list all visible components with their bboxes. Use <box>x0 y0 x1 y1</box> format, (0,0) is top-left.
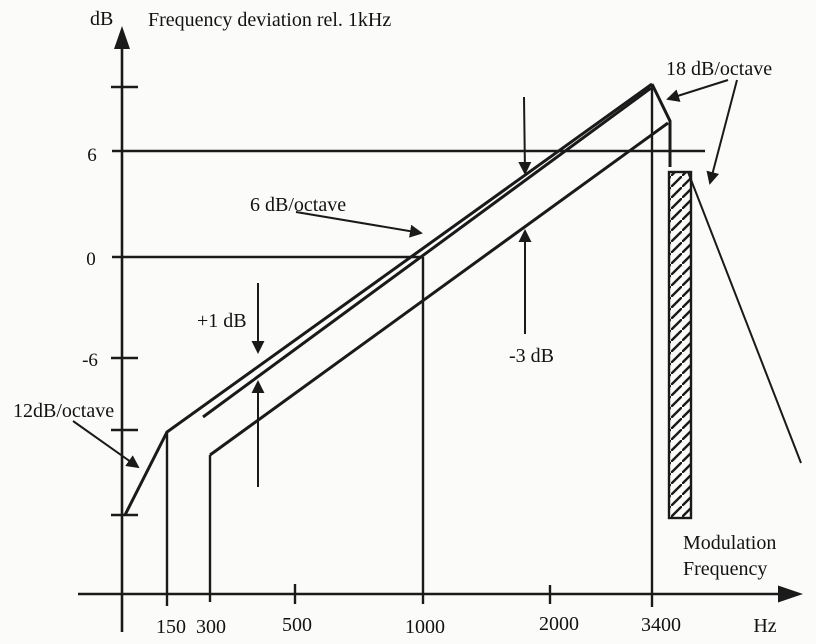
upper-limit-curve <box>123 82 653 516</box>
x-label-3400: 3400 <box>641 614 681 636</box>
annotation-6db-octave: 6 dB/octave <box>250 194 346 216</box>
annotation-18db-octave: 18 dB/octave <box>666 58 772 80</box>
chart-title: Frequency deviation rel. 1kHz <box>148 9 391 31</box>
rolloff-18db-curve <box>650 83 672 167</box>
arrow-12db-octave <box>72 420 140 469</box>
annotation-arrows <box>72 79 738 487</box>
y-axis <box>111 26 138 632</box>
arrow-18db-octave-bar <box>706 79 738 185</box>
annotation-minus3db: -3 dB <box>509 345 554 367</box>
modulation-limit-hatched-bar <box>667 170 693 520</box>
labels: dB Frequency deviation rel. 1kHz 6 0 -6 … <box>13 8 777 638</box>
annotation-12db-octave: 12dB/octave <box>13 400 114 422</box>
y-label-minus6: -6 <box>82 350 98 371</box>
x-axis-unit-label: Hz <box>753 615 776 637</box>
x-axis <box>78 584 803 604</box>
rolloff-beyond-limit-line <box>687 171 802 464</box>
arrow-minus3db-down <box>518 96 532 175</box>
y-axis-unit-label: dB <box>90 8 113 30</box>
x-label-500: 500 <box>282 614 312 636</box>
mask-curves <box>123 82 802 516</box>
lower-limit-curve <box>209 121 669 457</box>
arrow-6db-octave <box>295 211 423 238</box>
y-label-0: 0 <box>86 249 96 270</box>
x-axis-arrow-icon <box>778 585 803 603</box>
arrow-18db-octave-peak <box>666 79 729 102</box>
reference-lines <box>112 84 705 607</box>
x-label-1000: 1000 <box>405 616 445 638</box>
annotation-plus1db: +1 dB <box>197 310 247 332</box>
y-label-6: 6 <box>87 145 97 166</box>
modulation-frequency-label-line2: Frequency <box>683 558 767 580</box>
nominal-curve <box>202 86 652 419</box>
x-label-300: 300 <box>196 616 226 638</box>
y-axis-arrow-icon <box>114 26 130 49</box>
x-label-150: 150 <box>156 616 186 638</box>
x-label-2000: 2000 <box>539 613 579 635</box>
modulation-frequency-label-line1: Modulation <box>683 532 776 554</box>
